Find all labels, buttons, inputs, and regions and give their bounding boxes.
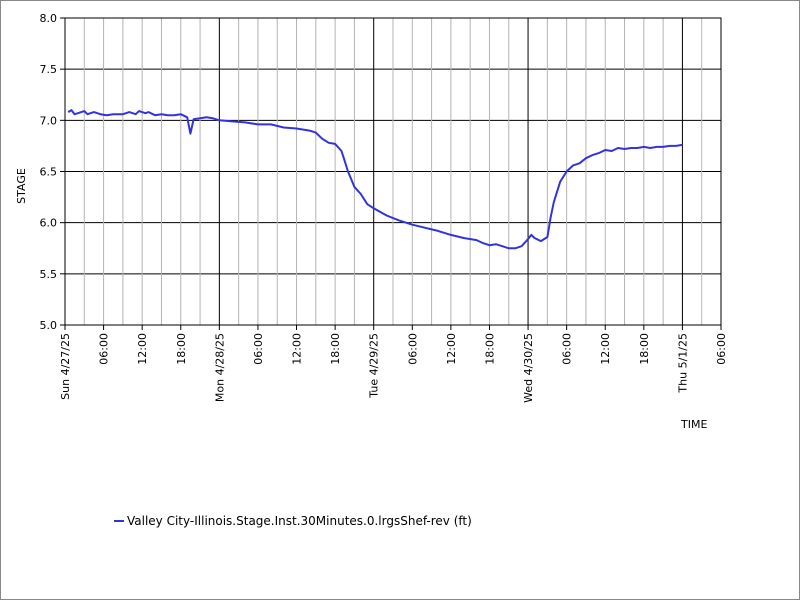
- x-axis-ticks: Sun 4/27/25 06:00 12:00 18:00 Mon 4/28/25 06:…: [59, 325, 728, 403]
- x-tick-label: 12:00: [136, 333, 149, 365]
- x-tick-label: 12:00: [445, 333, 458, 365]
- y-tick-label: 7.5: [40, 63, 58, 76]
- y-tick-label: 7.0: [40, 114, 58, 127]
- x-tick-label: 18:00: [175, 333, 188, 365]
- x-tick-label: 06:00: [406, 333, 419, 365]
- x-tick-label: Tue 4/29/25: [368, 333, 381, 399]
- grid-lines: [65, 17, 722, 326]
- legend: Valley City-Illinois.Stage.Inst.30Minute…: [114, 514, 472, 528]
- x-tick-label: 06:00: [715, 333, 728, 365]
- x-tick-label: 12:00: [599, 333, 612, 365]
- legend-swatch: [114, 520, 124, 522]
- x-tick-label: Wed 4/30/25: [522, 333, 535, 403]
- x-tick-label: 12:00: [291, 333, 304, 365]
- x-tick-label: Thu 5/1/25: [676, 333, 689, 394]
- x-axis-title: TIME: [680, 418, 707, 431]
- x-tick-label: 06:00: [561, 333, 574, 365]
- y-tick-label: 6.5: [40, 166, 58, 179]
- series-line: [67, 109, 683, 250]
- y-tick-label: 5.0: [40, 319, 58, 332]
- x-tick-label: 06:00: [98, 333, 111, 365]
- x-tick-label: Mon 4/28/25: [213, 333, 226, 402]
- x-tick-label: 18:00: [638, 333, 651, 365]
- y-tick-label: 6.0: [40, 217, 58, 230]
- x-tick-label: 18:00: [329, 333, 342, 365]
- legend-label: Valley City-Illinois.Stage.Inst.30Minute…: [127, 514, 472, 528]
- x-tick-label: Sun 4/27/25: [59, 333, 72, 400]
- y-axis-title: STAGE: [15, 168, 28, 204]
- x-tick-label: 18:00: [483, 333, 496, 365]
- x-tick-label: 06:00: [252, 333, 265, 365]
- y-tick-label: 8.0: [40, 12, 58, 25]
- y-axis-ticks: 5.0 5.5 6.0 6.5 7.0 7.5 8.0: [40, 12, 65, 332]
- y-tick-label: 5.5: [40, 268, 58, 281]
